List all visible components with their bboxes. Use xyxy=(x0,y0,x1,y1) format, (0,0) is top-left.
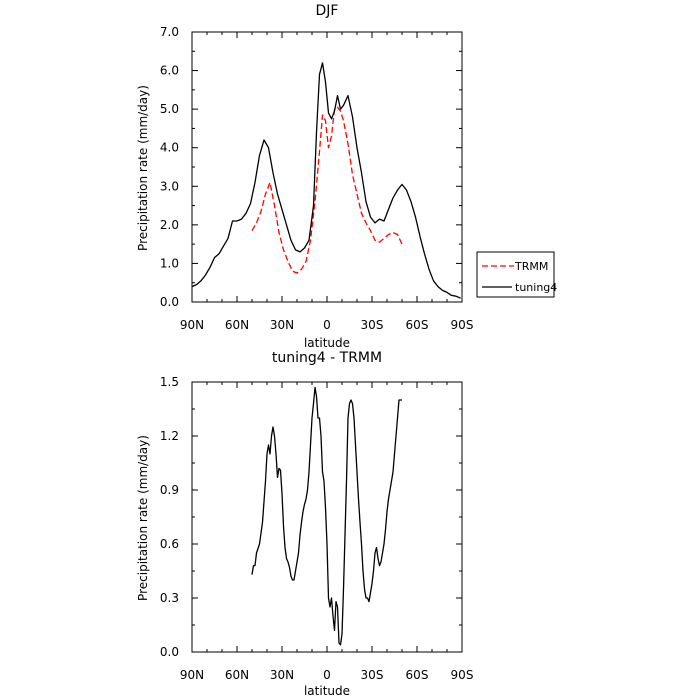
series-trmm xyxy=(251,106,403,274)
legend: TRMM tuning4 xyxy=(476,251,557,298)
chart-top-ylabel: Precipitation rate (mm/day) xyxy=(136,85,150,251)
chart-bottom: tuning4 - TRMM 90N 60N 30N 0 30S 60S 90S 0.0 0.3… xyxy=(136,350,473,698)
y-tick-label: 0.0 xyxy=(160,645,179,659)
x-tick-label: 30N xyxy=(270,318,294,332)
y-tick-label: 3.0 xyxy=(160,179,179,193)
y-tick-label: 5.0 xyxy=(160,102,179,116)
x-tick-label: 60N xyxy=(225,318,249,332)
x-tick-label: 60S xyxy=(406,668,429,682)
chart-bottom-ylabel: Precipitation rate (mm/day) xyxy=(136,435,150,601)
y-tick-label: 2.0 xyxy=(160,218,179,232)
x-tick-label: 60N xyxy=(225,668,249,682)
legend-box xyxy=(476,251,555,298)
x-tick-label: 90N xyxy=(180,318,204,332)
y-tick-label: 7.0 xyxy=(160,25,179,39)
y-tick-label: 0.6 xyxy=(160,537,179,551)
y-tick-label: 0.9 xyxy=(160,483,179,497)
x-tick-label: 60S xyxy=(406,318,429,332)
legend-label-tuning4: tuning4 xyxy=(515,281,557,294)
legend-label-trmm: TRMM xyxy=(514,260,548,273)
x-tick-label: 0 xyxy=(323,668,331,682)
chart-top-title: DJF xyxy=(316,3,339,19)
y-tick-label: 1.0 xyxy=(160,256,179,270)
chart-top: DJF 90N 60N 30N 0 30S 60S 90S 0.0 1.0 2.0 3.0 4.0 5.… xyxy=(136,3,473,350)
x-tick-label: 30S xyxy=(361,668,384,682)
x-tick-label: 90S xyxy=(451,668,474,682)
chart-bottom-xlabel: latitude xyxy=(304,684,350,698)
x-tick-label: 90S xyxy=(451,318,474,332)
y-tick-label: 1.2 xyxy=(160,429,179,443)
y-tick-label: 6.0 xyxy=(160,64,179,78)
y-tick-label: 4.0 xyxy=(160,141,179,155)
x-tick-label: 0 xyxy=(323,318,331,332)
plot-frame xyxy=(191,31,463,303)
series-tuning4 xyxy=(191,62,461,299)
plot-frame xyxy=(191,381,463,653)
chart-bottom-title: tuning4 - TRMM xyxy=(272,350,382,366)
chart-top-plot: 90N 60N 30N 0 30S 60S 90S 0.0 1.0 2.0 3.0 4.0 5.0 6.0… xyxy=(160,25,474,332)
series-0 xyxy=(251,386,402,646)
chart-bottom-plot: 90N 60N 30N 0 30S 60S 90S 0.0 0.3 0.6 0.9 1.2 1.5 xyxy=(160,375,474,682)
y-tick-label: 0.3 xyxy=(160,591,179,605)
y-tick-label: 0.0 xyxy=(160,295,179,309)
y-tick-label: 1.5 xyxy=(160,375,179,389)
x-tick-label: 30S xyxy=(361,318,384,332)
x-tick-label: 30N xyxy=(270,668,294,682)
chart-top-xlabel: latitude xyxy=(304,336,350,350)
x-tick-label: 90N xyxy=(180,668,204,682)
